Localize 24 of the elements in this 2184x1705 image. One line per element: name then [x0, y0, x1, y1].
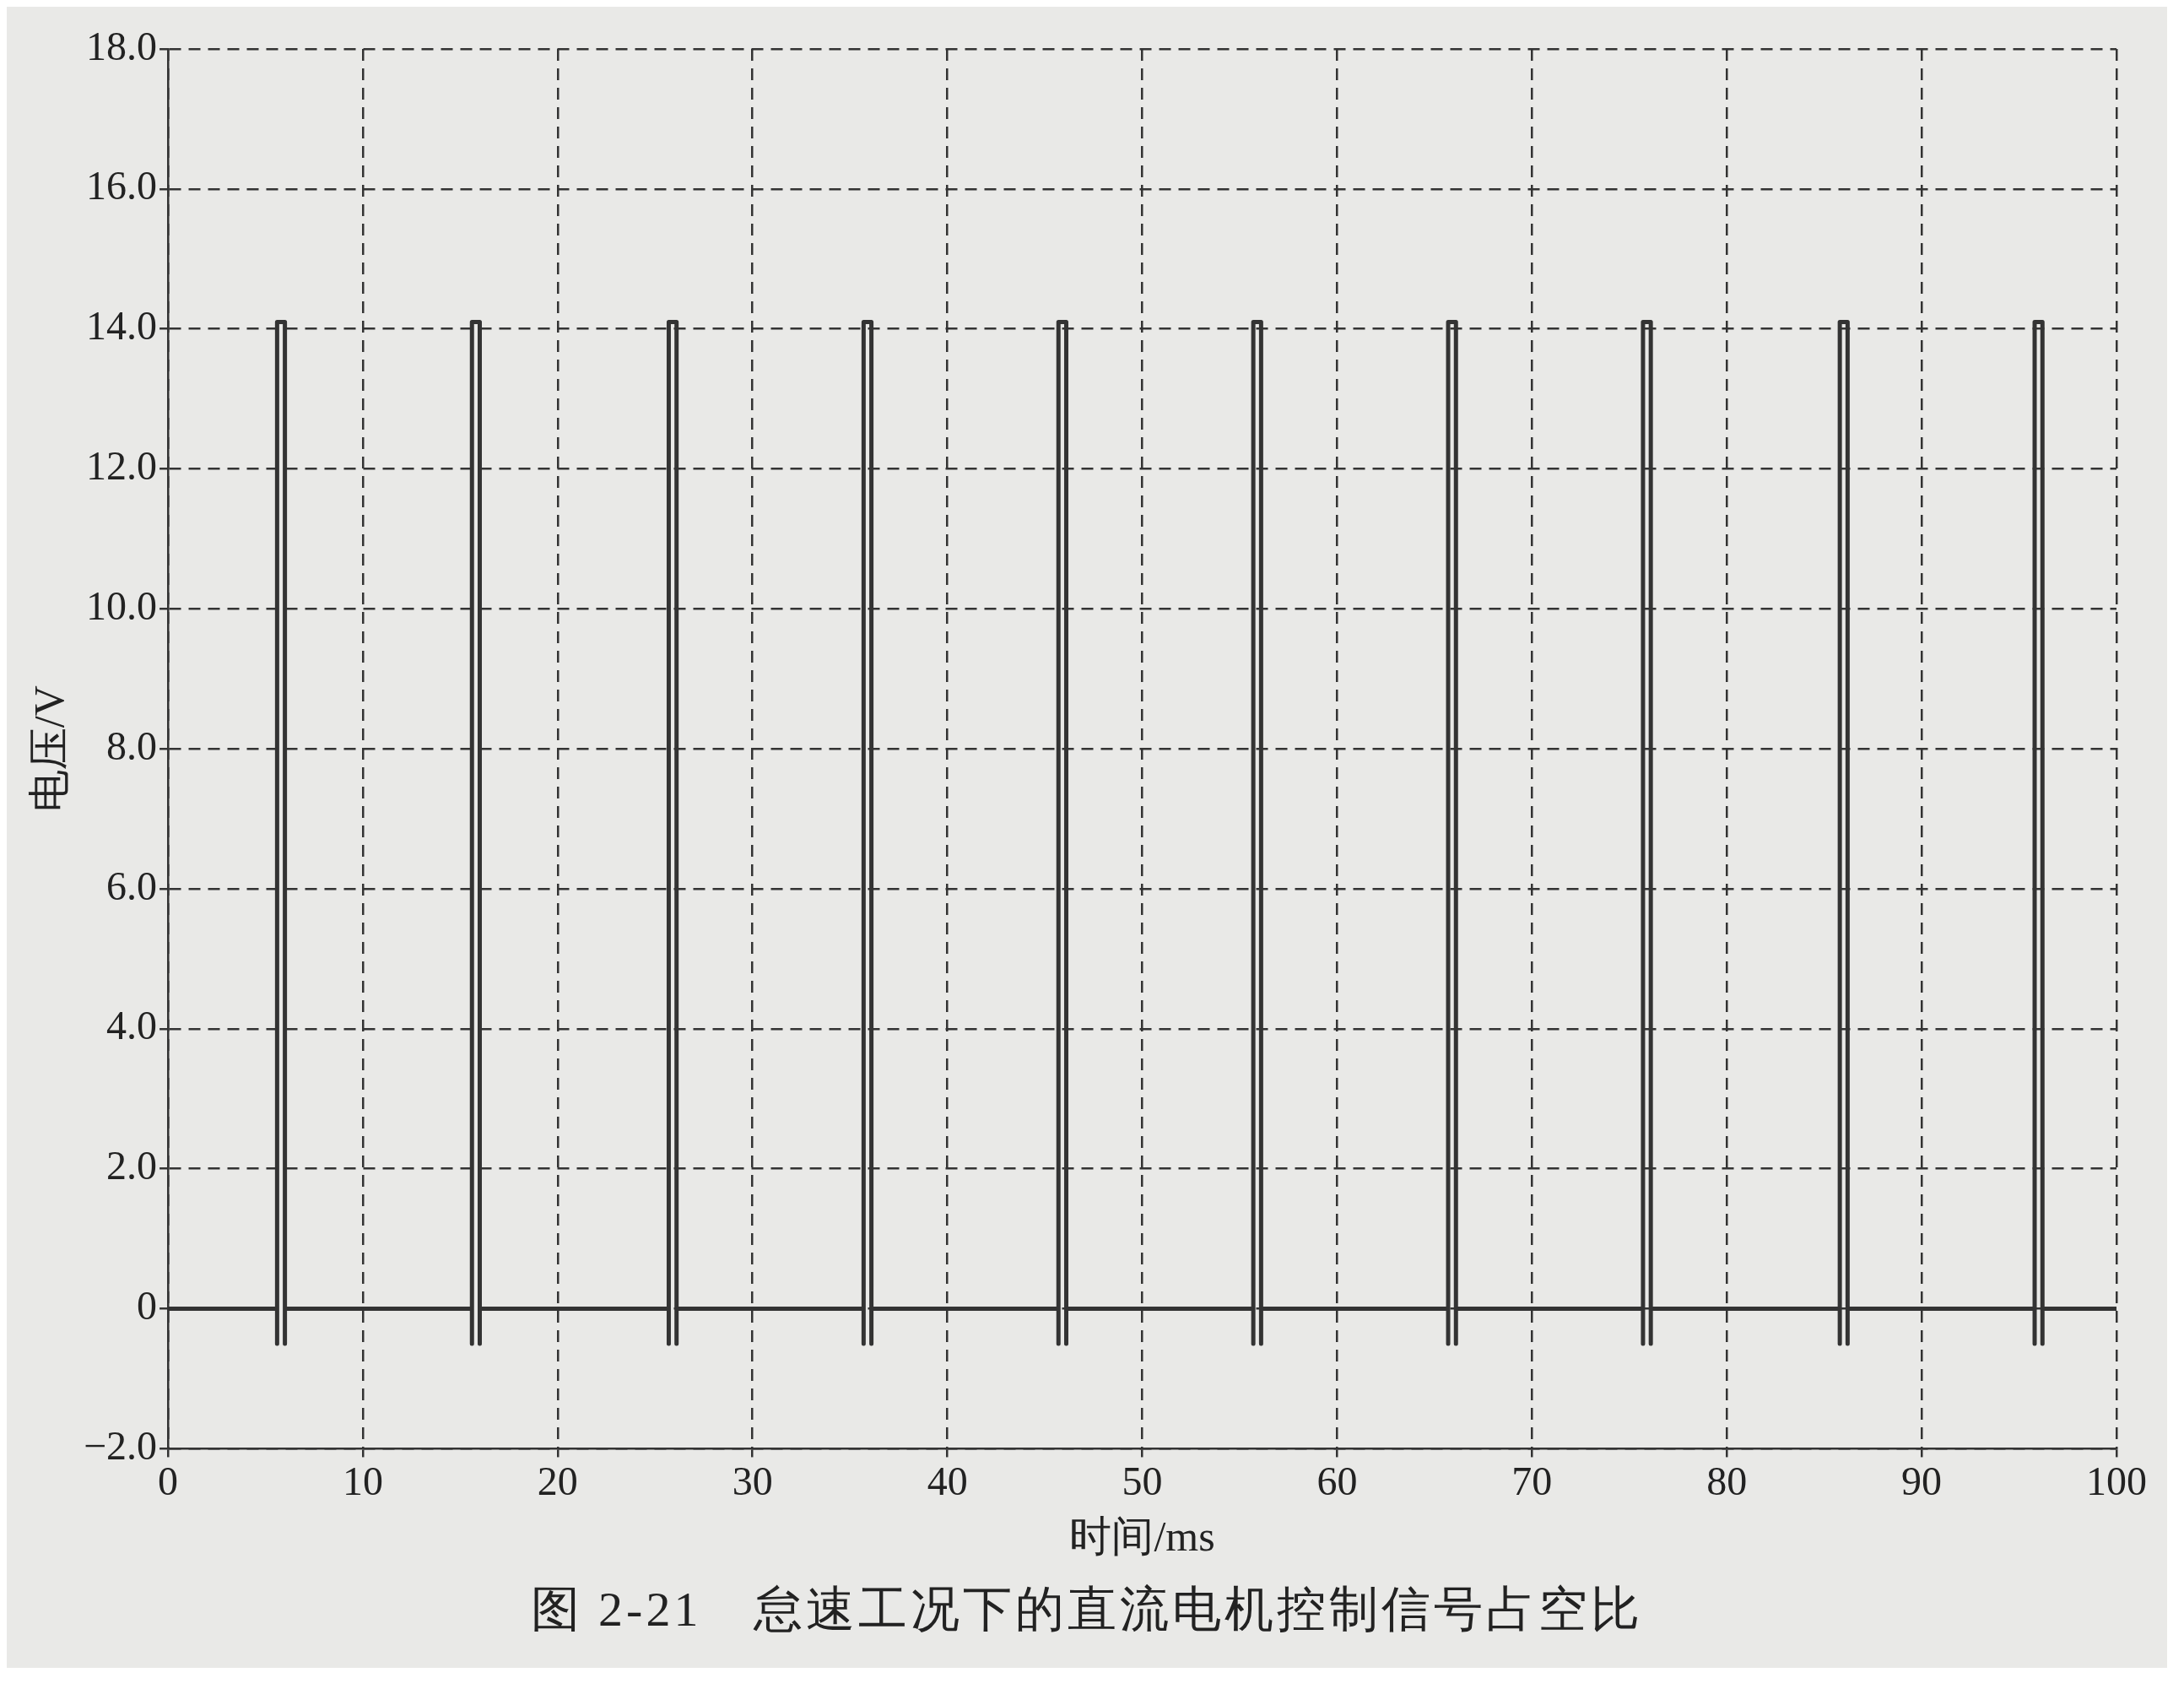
y-tick-label: 14.0	[86, 303, 158, 349]
y-axis-title: 电压/V	[25, 685, 73, 813]
caption: 图 2-21 怠速工况下的直流电机控制信号占空比	[529, 1581, 1645, 1638]
x-tick-label: 60	[1316, 1458, 1358, 1503]
x-tick-label: 80	[1706, 1458, 1748, 1503]
y-tick-label: 16.0	[86, 163, 158, 208]
y-tick-label: 0	[137, 1283, 158, 1329]
x-tick-label: 50	[1122, 1458, 1163, 1503]
x-tick-label: 40	[927, 1458, 968, 1503]
x-axis-title: 时间/ms	[1069, 1513, 1215, 1561]
x-tick-label: 30	[732, 1458, 773, 1503]
x-tick-label: 70	[1511, 1458, 1553, 1503]
y-tick-label: 2.0	[106, 1143, 158, 1188]
x-tick-label: 20	[537, 1458, 578, 1503]
y-tick-label: 18.0	[86, 23, 158, 68]
x-tick-label: 90	[1901, 1458, 1943, 1503]
y-tick-label: 6.0	[106, 863, 158, 908]
x-tick-label: 10	[342, 1458, 383, 1503]
y-tick-label: −2.0	[83, 1423, 158, 1469]
x-tick-label: 100	[2086, 1458, 2147, 1503]
y-tick-label: 8.0	[106, 723, 158, 768]
y-tick-label: 10.0	[86, 582, 158, 628]
y-tick-label: 12.0	[86, 443, 158, 489]
y-tick-label: 4.0	[106, 1003, 158, 1048]
